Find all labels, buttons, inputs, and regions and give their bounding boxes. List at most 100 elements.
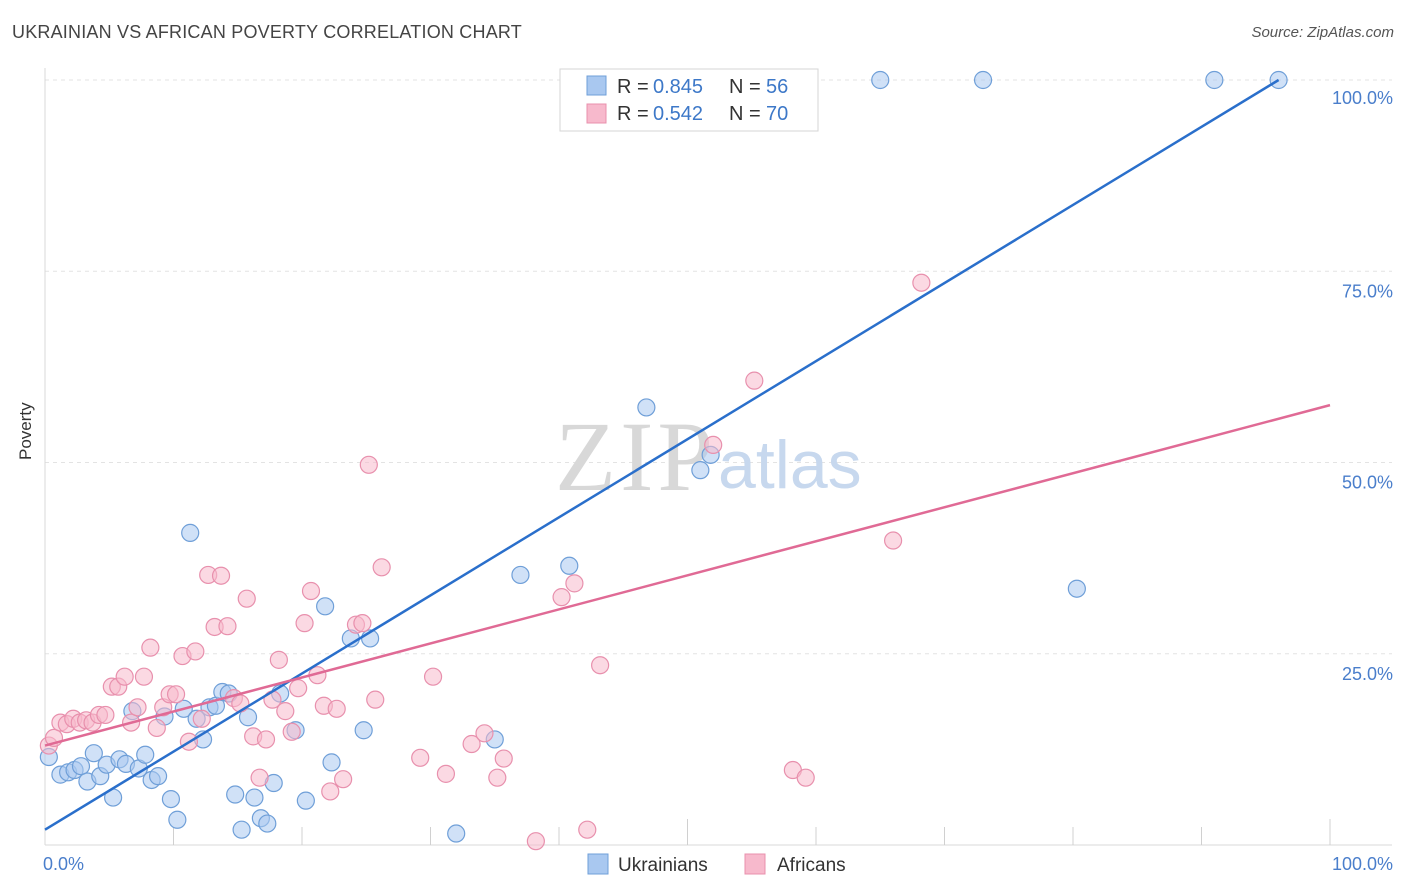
- legend-n-value-africans: 70: [766, 103, 788, 125]
- point-africans-17: [147, 718, 166, 738]
- point-africans-53: [423, 667, 443, 686]
- point-africans-40: [295, 614, 314, 633]
- trend-line-ukrainians: [44, 78, 1280, 831]
- point-africans-16: [141, 638, 160, 657]
- point-ukrainians-30: [238, 708, 258, 727]
- legend-r-value-africans: 0.542: [653, 103, 703, 125]
- point-africans-36: [269, 650, 288, 669]
- watermark: ZIP atlas: [555, 401, 862, 512]
- point-ukrainians-19: [168, 810, 187, 829]
- point-africans-15: [134, 667, 154, 686]
- watermark-atlas: atlas: [718, 427, 862, 503]
- point-africans-12: [115, 667, 134, 686]
- legend-n-label-africans: N =: [729, 103, 761, 125]
- legend-swatch-africans: [586, 103, 607, 124]
- point-africans-64: [704, 435, 723, 455]
- point-africans-48: [353, 614, 372, 633]
- point-africans-50: [366, 690, 385, 709]
- x-tick-label-0: 0.0%: [43, 854, 84, 874]
- point-ukrainians-53: [1067, 579, 1086, 598]
- point-africans-51: [372, 558, 391, 577]
- point-ukrainians-47: [637, 398, 656, 417]
- point-ukrainians-21: [181, 523, 200, 542]
- point-africans-41: [301, 581, 321, 601]
- point-africans-62: [578, 820, 597, 839]
- chart-title: UKRAINIAN VS AFRICAN POVERTY CORRELATION…: [12, 22, 522, 42]
- point-ukrainians-18: [161, 789, 181, 809]
- point-africans-52: [411, 748, 430, 767]
- point-africans-23: [186, 642, 205, 661]
- stats-legend: R = 0.845 N = 56 R = 0.542 N = 70: [559, 68, 819, 132]
- bottom-legend-swatch-ukrainians: [587, 853, 609, 875]
- point-ukrainians-6: [84, 744, 103, 763]
- point-ukrainians-28: [226, 785, 245, 804]
- y-tick-label-2: 75.0%: [1342, 281, 1393, 301]
- y-tick-label-3: 100.0%: [1332, 88, 1393, 108]
- legend-n-label-ukrainians: N =: [729, 76, 761, 98]
- point-ukrainians-38: [316, 597, 335, 616]
- trend-line-africans: [44, 403, 1331, 747]
- point-africans-44: [321, 782, 340, 801]
- point-ukrainians-51: [871, 70, 890, 90]
- point-africans-34: [256, 730, 276, 749]
- point-ukrainians-52: [973, 70, 993, 90]
- legend-r-value-ukrainians: 0.845: [653, 76, 703, 98]
- point-africans-45: [327, 699, 346, 718]
- point-ukrainians-37: [296, 791, 315, 810]
- point-africans-58: [494, 749, 513, 768]
- point-africans-33: [250, 768, 269, 787]
- legend-r-label-africans: R =: [617, 103, 649, 125]
- point-ukrainians-31: [245, 788, 264, 807]
- point-africans-20: [166, 685, 186, 704]
- bottom-legend-ukrainians: Ukrainians: [618, 855, 708, 876]
- point-africans-30: [231, 694, 250, 713]
- point-africans-63: [591, 656, 610, 675]
- point-africans-54: [436, 764, 456, 783]
- point-africans-37: [276, 702, 295, 721]
- point-africans-14: [128, 698, 147, 717]
- bottom-legend-africans: Africans: [777, 855, 846, 876]
- point-africans-56: [475, 724, 494, 743]
- source-label: Source: ZipAtlas.com: [1251, 24, 1394, 41]
- point-africans-24: [192, 709, 211, 728]
- point-ukrainians-4: [71, 757, 91, 776]
- x-tick-label-1: 100.0%: [1332, 854, 1393, 874]
- point-africans-69: [912, 273, 931, 292]
- point-ukrainians-46: [560, 556, 579, 575]
- point-ukrainians-33: [258, 814, 277, 833]
- trend-lines: [44, 78, 1331, 831]
- point-ukrainians-48: [691, 461, 710, 480]
- point-africans-39: [289, 679, 308, 698]
- point-africans-57: [488, 768, 507, 787]
- legend-n-value-ukrainians: 56: [766, 76, 788, 98]
- point-africans-59: [526, 832, 545, 851]
- point-africans-28: [218, 617, 237, 636]
- point-africans-65: [745, 371, 764, 390]
- point-ukrainians-54: [1205, 70, 1224, 90]
- y-tick-label-1: 50.0%: [1342, 473, 1393, 493]
- point-ukrainians-41: [354, 721, 373, 740]
- x-tick-labels: 0.0% 100.0%: [43, 854, 1393, 874]
- point-africans-61: [565, 574, 584, 593]
- y-tick-label-0: 25.0%: [1342, 664, 1393, 684]
- point-ukrainians-16: [148, 767, 168, 786]
- point-africans-31: [237, 589, 256, 608]
- bottom-legend-swatch-africans: [744, 853, 766, 875]
- gridlines: [44, 68, 1392, 846]
- watermark-zip: ZIP: [555, 401, 717, 512]
- point-ukrainians-43: [447, 824, 466, 843]
- legend-swatch-ukrainians: [586, 75, 607, 96]
- point-ukrainians-29: [232, 820, 251, 839]
- series-legend: Ukrainians Africans: [587, 853, 846, 876]
- y-tick-labels: 25.0% 50.0% 75.0% 100.0%: [1332, 88, 1393, 684]
- point-africans-46: [334, 770, 353, 789]
- point-africans-60: [552, 588, 571, 607]
- point-africans-68: [883, 531, 903, 550]
- point-africans-38: [282, 722, 301, 741]
- point-ukrainians-45: [511, 565, 530, 585]
- point-africans-67: [796, 768, 815, 787]
- point-africans-49: [359, 455, 378, 474]
- legend-r-label-ukrainians: R =: [617, 76, 649, 98]
- point-africans-9: [96, 705, 115, 725]
